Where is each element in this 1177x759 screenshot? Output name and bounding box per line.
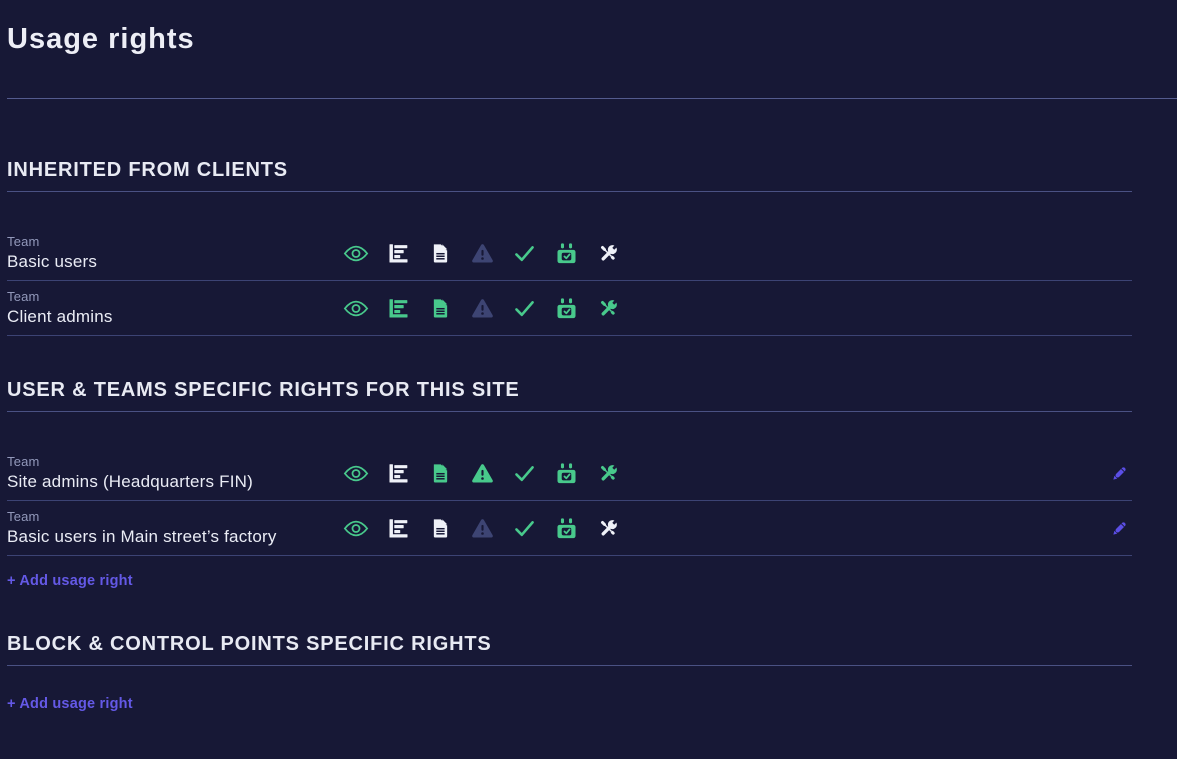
row-type-label: Team	[7, 509, 40, 524]
rights-section: USER & TEAMS SPECIFIC RIGHTS FOR THIS SI…	[7, 378, 1177, 590]
maintenance-tools-icon	[595, 515, 621, 541]
document-icon	[427, 295, 453, 321]
maintenance-tools-icon	[595, 240, 621, 266]
sections-container: INHERITED FROM CLIENTS Team Basic users …	[0, 158, 1177, 713]
stats-icon	[385, 295, 411, 321]
row-names: Team Basic users	[7, 233, 343, 273]
usage-right-row: Team Client admins	[7, 281, 1132, 336]
alarm-icon	[469, 460, 495, 486]
planning-calendar-icon	[553, 295, 579, 321]
row-name: Client admins	[7, 307, 113, 326]
section-divider	[7, 191, 1132, 192]
row-rights	[343, 460, 621, 486]
row-name: Site admins (Headquarters FIN)	[7, 472, 253, 491]
planning-calendar-icon	[553, 240, 579, 266]
row-names: Team Client admins	[7, 288, 343, 328]
maintenance-tools-icon	[595, 460, 621, 486]
planning-calendar-icon	[553, 460, 579, 486]
page-header: Usage rights	[0, 0, 1177, 56]
row-names: Team Site admins (Headquarters FIN)	[7, 453, 343, 493]
maintenance-tools-icon	[595, 295, 621, 321]
validate-check-icon	[511, 515, 537, 541]
rights-section: BLOCK & CONTROL POINTS SPECIFIC RIGHTS +…	[7, 632, 1177, 713]
validate-check-icon	[511, 240, 537, 266]
row-names: Team Basic users in Main street’s factor…	[7, 508, 343, 548]
row-rights	[343, 515, 621, 541]
usage-right-row: Team Basic users	[7, 226, 1132, 281]
row-type-label: Team	[7, 454, 40, 469]
add-usage-right-link[interactable]: + Add usage right	[7, 696, 133, 712]
view-icon	[343, 460, 369, 486]
stats-icon	[385, 515, 411, 541]
rights-section: INHERITED FROM CLIENTS Team Basic users …	[7, 158, 1177, 336]
document-icon	[427, 515, 453, 541]
section-title: USER & TEAMS SPECIFIC RIGHTS FOR THIS SI…	[7, 379, 520, 401]
usage-right-row: Team Basic users in Main street’s factor…	[7, 501, 1132, 556]
page-title: Usage rights	[7, 23, 195, 55]
section-divider	[7, 665, 1132, 666]
usage-rights-page: Usage rights INHERITED FROM CLIENTS Team…	[0, 0, 1177, 713]
alarm-icon	[469, 295, 495, 321]
section-divider	[7, 411, 1132, 412]
section-rows: Team Site admins (Headquarters FIN) Team…	[7, 446, 1177, 556]
row-type-label: Team	[7, 234, 40, 249]
validate-check-icon	[511, 460, 537, 486]
row-type-label: Team	[7, 289, 40, 304]
view-icon	[343, 515, 369, 541]
edit-pencil-icon	[1110, 464, 1129, 483]
view-icon	[343, 240, 369, 266]
edit-usage-right-button[interactable]	[1106, 460, 1132, 486]
stats-icon	[385, 240, 411, 266]
view-icon	[343, 295, 369, 321]
document-icon	[427, 240, 453, 266]
edit-usage-right-button[interactable]	[1106, 515, 1132, 541]
validate-check-icon	[511, 295, 537, 321]
alarm-icon	[469, 240, 495, 266]
planning-calendar-icon	[553, 515, 579, 541]
edit-pencil-icon	[1110, 519, 1129, 538]
header-divider	[7, 98, 1177, 99]
add-usage-right-link[interactable]: + Add usage right	[7, 573, 133, 589]
section-rows: Team Basic users Team Client admins	[7, 226, 1177, 336]
document-icon	[427, 460, 453, 486]
alarm-icon	[469, 515, 495, 541]
stats-icon	[385, 460, 411, 486]
section-title: INHERITED FROM CLIENTS	[7, 159, 288, 181]
row-rights	[343, 295, 621, 321]
row-rights	[343, 240, 621, 266]
row-name: Basic users in Main street’s factory	[7, 527, 277, 546]
row-name: Basic users	[7, 252, 98, 271]
section-title: BLOCK & CONTROL POINTS SPECIFIC RIGHTS	[7, 633, 492, 655]
usage-right-row: Team Site admins (Headquarters FIN)	[7, 446, 1132, 501]
